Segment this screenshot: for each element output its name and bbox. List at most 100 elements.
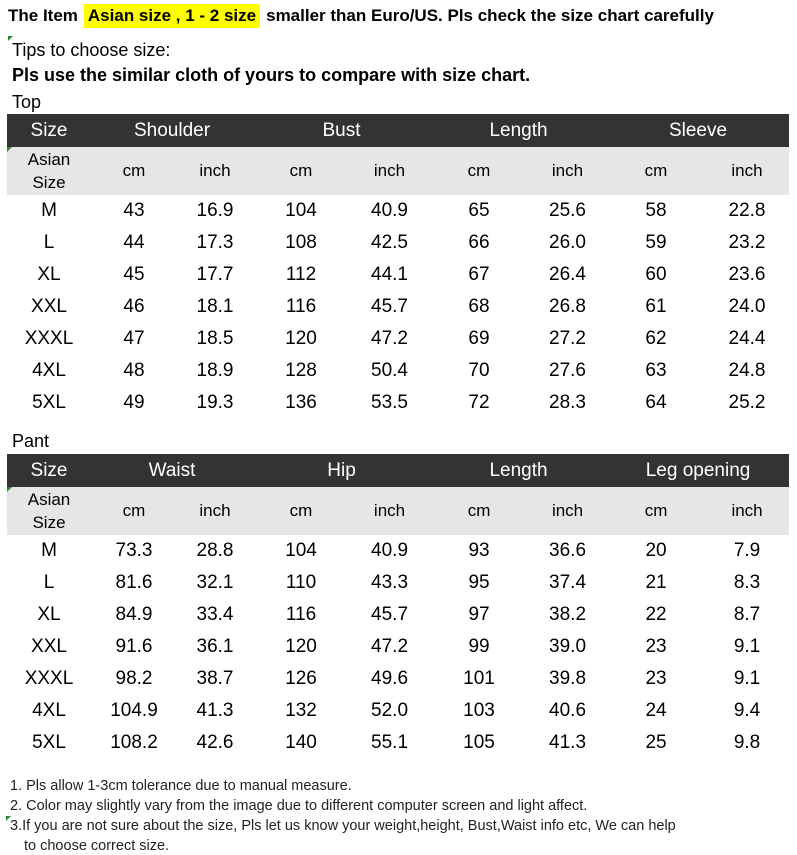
top-subheader-row: Asian Size cm inch cm inch cm inch cm in…: [7, 147, 790, 195]
value-cell: 39.0: [549, 636, 587, 657]
pant-section-label: Pant: [12, 431, 50, 451]
value-cell: 48: [123, 360, 145, 381]
value-cell: 33.4: [196, 604, 234, 625]
size-cell: 4XL: [32, 360, 66, 381]
value-cell: 63: [645, 360, 667, 381]
top-section-label: Top: [12, 92, 42, 112]
tick-mark: [6, 816, 11, 821]
unit-cm: cm: [607, 487, 706, 535]
value-cell: 27.6: [549, 360, 586, 381]
asian-size-label: Asian Size: [7, 487, 91, 535]
table-row: 5XL 49 19.3 136 53.5 72 28.3 64 25.2: [7, 387, 789, 419]
value-cell: 22.8: [728, 200, 766, 221]
value-cell: 40.9: [371, 540, 409, 561]
note-2: 2. Color may slightly vary from the imag…: [10, 798, 588, 814]
header-leg-opening: Leg opening: [607, 454, 790, 487]
value-cell: 112: [285, 264, 317, 285]
value-cell: 36.6: [549, 540, 587, 561]
pant-subheader-row: Asian Size cm inch cm inch cm inch cm in…: [7, 487, 790, 535]
header-bust: Bust: [253, 114, 430, 147]
table-row: XL 45 17.7 112 44.1 67 26.4 60 23.6: [7, 259, 789, 291]
table-row: XXL 91.6 36.1 120 47.2 99 39.0 23 9.1: [7, 631, 789, 663]
value-cell: 98.2: [115, 668, 153, 689]
notes: 1. Pls allow 1-3cm tolerance due to manu…: [6, 776, 676, 855]
value-cell: 16.9: [196, 200, 234, 221]
value-cell: 45.7: [371, 604, 409, 625]
size-cell: L: [43, 572, 55, 593]
value-cell: 68: [468, 296, 490, 317]
value-cell: 45: [123, 264, 145, 285]
header-sleeve: Sleeve: [607, 114, 790, 147]
value-cell: 7.9: [733, 540, 761, 561]
value-cell: 28.3: [549, 392, 586, 413]
value-cell: 47.2: [371, 636, 409, 657]
advice-text: Pls use the similar cloth of yours to co…: [12, 65, 531, 85]
value-cell: 26.0: [549, 232, 586, 253]
size-cell: XL: [37, 264, 61, 285]
asian-size-label: Asian Size: [7, 147, 91, 195]
value-cell: 46: [123, 296, 145, 317]
value-cell: 8.3: [733, 572, 761, 593]
unit-inch: inch: [177, 487, 254, 535]
value-cell: 59: [645, 232, 667, 253]
value-cell: 9.8: [733, 732, 761, 753]
tick-mark: [8, 36, 13, 41]
header-shoulder: Shoulder: [91, 114, 253, 147]
value-cell: 52.0: [371, 700, 409, 721]
value-cell: 42.6: [196, 732, 234, 753]
header-size: Size: [7, 454, 91, 487]
value-cell: 62: [645, 328, 667, 349]
value-cell: 50.4: [371, 360, 408, 381]
value-cell: 23: [645, 636, 667, 657]
value-cell: 25: [645, 732, 667, 753]
value-cell: 26.4: [549, 264, 586, 285]
value-cell: 105: [463, 732, 495, 753]
unit-cm: cm: [253, 487, 350, 535]
table-row: L 81.6 32.1 110 43.3 95 37.4 21 8.3: [7, 567, 789, 599]
value-cell: 40.6: [549, 700, 587, 721]
table-row: M 43 16.9 104 40.9 65 25.6 58 22.8: [7, 195, 789, 227]
unit-cm: cm: [91, 487, 177, 535]
value-cell: 27.2: [549, 328, 586, 349]
table-row: 5XL 108.2 42.6 140 55.1 105 41.3 25 9.8: [7, 727, 789, 759]
value-cell: 116: [285, 604, 317, 625]
size-cell: XL: [37, 604, 61, 625]
tick-mark: [7, 487, 12, 492]
value-cell: 84.9: [115, 604, 153, 625]
value-cell: 53.5: [371, 392, 408, 413]
headline-highlight: Asian size , 1 - 2 size: [83, 4, 261, 28]
table-row: XXXL 98.2 38.7 126 49.6 101 39.8 23 9.1: [7, 663, 789, 695]
value-cell: 120: [285, 636, 317, 657]
value-cell: 99: [468, 636, 490, 657]
value-cell: 91.6: [115, 636, 153, 657]
value-cell: 60: [645, 264, 667, 285]
value-cell: 55.1: [371, 732, 409, 753]
size-cell: XXXL: [24, 668, 74, 689]
unit-inch: inch: [349, 147, 430, 195]
value-cell: 110: [285, 572, 317, 593]
headline-prefix: The Item: [8, 6, 78, 25]
value-cell: 24.4: [728, 328, 766, 349]
value-cell: 26.8: [549, 296, 586, 317]
headline-suffix: smaller than Euro/US. Pls check the size…: [266, 6, 714, 25]
pant-header-row: Size Waist Hip Length Leg opening: [7, 454, 790, 487]
size-cell: M: [41, 200, 57, 221]
unit-cm: cm: [253, 147, 349, 195]
size-cell: XXXL: [24, 328, 74, 349]
value-cell: 47: [123, 328, 145, 349]
value-cell: 18.5: [196, 328, 234, 349]
value-cell: 21: [645, 572, 667, 593]
value-cell: 40.9: [371, 200, 408, 221]
tips-label: Tips to choose size:: [12, 40, 171, 60]
size-cell: M: [41, 540, 57, 561]
asian-size-line1: Asian: [27, 150, 71, 169]
value-cell: 38.7: [196, 668, 234, 689]
value-cell: 128: [285, 360, 317, 381]
value-cell: 32.1: [196, 572, 234, 593]
value-cell: 44: [123, 232, 145, 253]
value-cell: 73.3: [115, 540, 153, 561]
header-hip: Hip: [253, 454, 431, 487]
table-row: XXXL 47 18.5 120 47.2 69 27.2 62 24.4: [7, 323, 789, 355]
value-cell: 20: [645, 540, 667, 561]
top-header-row: Size Shoulder Bust Length Sleeve: [7, 114, 790, 147]
